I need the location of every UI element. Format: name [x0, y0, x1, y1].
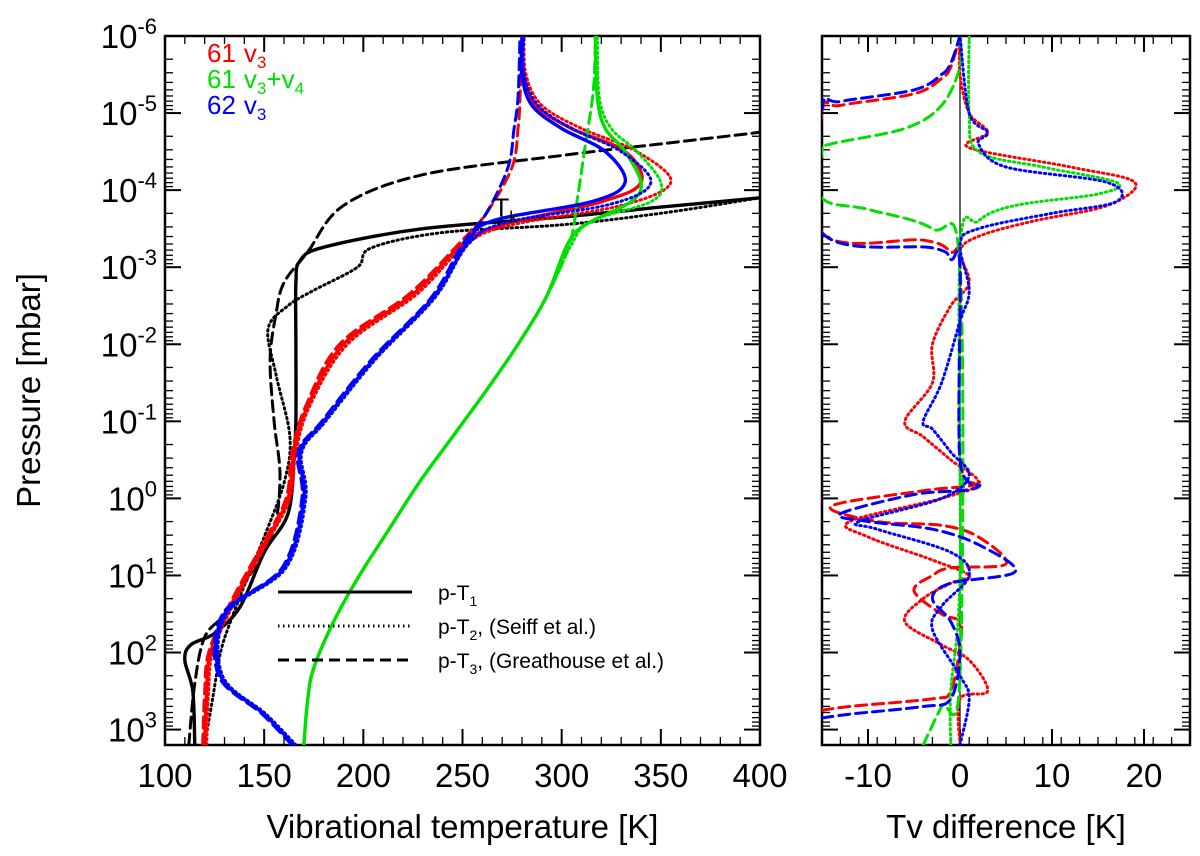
style-legend-label: p-T1: [438, 582, 478, 609]
right-panel: -10 0 10 20 Tv difference [K]: [820, 34, 1192, 845]
right-series-line: [822, 36, 965, 745]
x-tick-label: 150: [237, 757, 292, 794]
molecule-legend-entry: 61 v3: [207, 38, 266, 72]
right-series-line: [822, 36, 1018, 720]
right-x-axis-label: Tv difference [K]: [886, 808, 1126, 845]
isotope-number: 61: [207, 38, 236, 68]
y-tick-label: 10-1: [101, 399, 157, 440]
band-subscript: 3: [257, 53, 266, 72]
left-x-tick-labels: 100 150 200 250 300 350 400: [137, 757, 787, 794]
y-tick-exponent: -6: [137, 14, 157, 39]
left-series-line: [183, 196, 760, 745]
tk-label: Tk: [493, 193, 518, 227]
x-tick-label: -10: [844, 757, 892, 794]
y-tick-base: 10: [101, 172, 138, 209]
x-tick-label: 250: [435, 757, 490, 794]
x-tick-label: 0: [951, 757, 969, 794]
left-y-axis-label: Pressure [mbar]: [10, 273, 47, 508]
y-tick-exponent: 0: [145, 476, 157, 501]
y-tick-base: 10: [108, 712, 145, 749]
line-style-legend: p-T1p-T2, (Seiff et al.)p-T3, (Greathous…: [278, 582, 664, 677]
band-symbol: v: [244, 38, 257, 68]
y-tick-label: 10-3: [101, 245, 157, 286]
y-tick-exponent: 2: [145, 631, 157, 656]
band-subscript: 3: [257, 105, 266, 124]
left-ticks: [164, 35, 761, 745]
x-tick-label: 20: [1126, 757, 1163, 794]
right-series-line: [843, 36, 1138, 745]
profile-name: p-T: [438, 616, 470, 639]
right-x-tick-labels: -10 0 10 20: [844, 757, 1162, 794]
profile-subscript: 3: [470, 661, 478, 677]
right-series-line: [853, 36, 1124, 745]
style-legend-label: p-T2, (Seiff et al.): [438, 616, 596, 643]
left-x-axis-label: Vibrational temperature [K]: [267, 808, 659, 845]
right-ticks: [821, 35, 1191, 745]
style-legend-label: p-T3, (Greathouse et al.): [438, 650, 664, 677]
right-series-line: [948, 36, 1122, 745]
y-tick-base: 10: [101, 403, 138, 440]
profile-name: p-T: [438, 582, 470, 605]
x-tick-label: 10: [1034, 757, 1071, 794]
left-series-line: [212, 36, 522, 745]
band-symbol-2: +v: [266, 64, 294, 94]
y-tick-exponent: -3: [137, 245, 157, 270]
profile-name: p-T: [438, 650, 470, 673]
x-tick-label: 100: [137, 757, 192, 794]
isotope-number: 62: [207, 90, 236, 120]
y-tick-label: 10-5: [101, 91, 157, 132]
y-tick-base: 10: [108, 480, 145, 517]
profile-subscript: 2: [470, 627, 478, 643]
y-tick-base: 10: [101, 249, 138, 286]
profile-subscript: 1: [470, 593, 478, 609]
profile-source: , (Seiff et al.): [477, 616, 596, 639]
x-tick-label: 350: [633, 757, 688, 794]
y-tick-label: 100: [108, 476, 157, 517]
y-tick-exponent: -1: [137, 399, 157, 424]
molecule-legend-entry: 62 v3: [207, 90, 266, 124]
y-tick-label: 103: [108, 708, 157, 749]
y-tick-label: 10-4: [101, 168, 157, 209]
left-series: [183, 36, 760, 745]
y-tick-base: 10: [101, 18, 138, 55]
molecule-legend-entry: 61 v3+v4: [207, 64, 304, 98]
x-tick-label: 300: [534, 757, 589, 794]
x-tick-label: 400: [732, 757, 787, 794]
y-tick-label: 102: [108, 631, 157, 672]
y-tick-exponent: -4: [137, 168, 157, 193]
tk-subscript: k: [509, 208, 518, 227]
y-tick-exponent: -5: [137, 91, 157, 116]
band-symbol: v: [244, 90, 257, 120]
left-series-line: [302, 36, 597, 745]
band-subscript: 3: [257, 79, 266, 98]
y-tick-label: 10-2: [101, 322, 157, 363]
tk-symbol: T: [493, 193, 509, 223]
y-tick-base: 10: [108, 557, 145, 594]
right-plot-frame: [820, 34, 1192, 747]
y-tick-exponent: -2: [137, 322, 157, 347]
y-tick-base: 10: [101, 326, 138, 363]
y-tick-label: 10-6: [101, 14, 157, 55]
y-tick-label: 101: [108, 553, 157, 594]
y-tick-base: 10: [108, 635, 145, 672]
tk-annotation: Tk: [493, 193, 518, 227]
x-tick-label: 200: [336, 757, 391, 794]
y-tick-base: 10: [101, 95, 138, 132]
band-subscript-2: 4: [295, 79, 304, 98]
y-tick-exponent: 1: [145, 553, 157, 578]
band-symbol: v: [244, 64, 257, 94]
right-series: [822, 36, 1138, 745]
y-tick-exponent: 3: [145, 708, 157, 733]
left-series-line: [216, 36, 653, 745]
left-series-line: [203, 196, 760, 745]
profile-source: , (Greathouse et al.): [477, 650, 664, 673]
isotope-number: 61: [207, 64, 236, 94]
